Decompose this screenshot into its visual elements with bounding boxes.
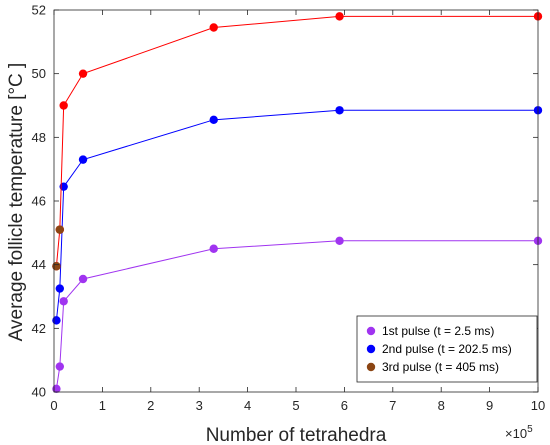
series-2-point xyxy=(78,155,88,164)
legend-marker-2 xyxy=(366,344,376,354)
y-axis-label: Average follicle temperature [°C ] xyxy=(6,63,27,342)
x-tick-label: 2 xyxy=(147,398,154,413)
y-tick-label: 44 xyxy=(32,257,46,272)
series-2-point xyxy=(335,106,344,115)
y-tick-label: 50 xyxy=(32,66,46,81)
x-tick-label: 1 xyxy=(99,398,106,413)
series-1-point xyxy=(209,244,218,253)
y-tick-label: 52 xyxy=(32,3,46,18)
x-tick-label: 9 xyxy=(486,398,493,413)
x-tick-label: 3 xyxy=(196,398,203,413)
legend: 1st pulse (t = 2.5 ms) 2nd pulse (t = 202… xyxy=(356,315,538,383)
series-3-point xyxy=(335,12,344,21)
legend-marker-3 xyxy=(366,362,376,372)
series-3-point xyxy=(209,23,218,32)
x-axis-exponent: ×105 xyxy=(505,424,533,441)
y-tick-label: 42 xyxy=(32,321,46,336)
legend-items: 1st pulse (t = 2.5 ms) 2nd pulse (t = 202… xyxy=(366,324,512,374)
series-3-point xyxy=(59,101,68,110)
x-tick-label: 10 xyxy=(531,398,545,413)
series-2-point xyxy=(55,284,65,293)
y-tick-label: 40 xyxy=(32,385,46,400)
series-2-point xyxy=(209,115,218,125)
x-tick-label: 5 xyxy=(292,398,299,413)
legend-box xyxy=(356,315,538,383)
series-1-point xyxy=(55,362,65,371)
series-3-point xyxy=(78,69,88,78)
series-1-point xyxy=(335,236,344,245)
x-tick-label: 6 xyxy=(341,398,348,413)
ticks-layer: 0 1 2 3 4 5 6 7 8 9 10 40 42 44 46 48 50 52 xyxy=(32,3,546,414)
x-tick-label: 7 xyxy=(389,398,396,413)
x-tick-label: 0 xyxy=(50,398,57,413)
x-tick-label: 8 xyxy=(438,398,445,413)
extra-point xyxy=(52,262,61,271)
extra-point xyxy=(55,225,65,234)
x-axis-label: Number of tetrahedra xyxy=(206,425,387,445)
series-2-point xyxy=(52,316,61,325)
y-tick-label: 46 xyxy=(32,194,46,209)
series-1-point xyxy=(59,297,68,306)
legend-marker-1 xyxy=(366,326,376,336)
y-tick-label: 48 xyxy=(32,130,46,145)
x-tick-label: 4 xyxy=(244,398,251,413)
legend-label-1: 1st pulse (t = 2.5 ms) xyxy=(382,324,494,338)
series-1-point xyxy=(78,274,88,284)
legend-label-2: 2nd pulse (t = 202.5 ms) xyxy=(382,342,512,356)
legend-label-3: 3rd pulse (t = 405 ms) xyxy=(382,360,499,374)
